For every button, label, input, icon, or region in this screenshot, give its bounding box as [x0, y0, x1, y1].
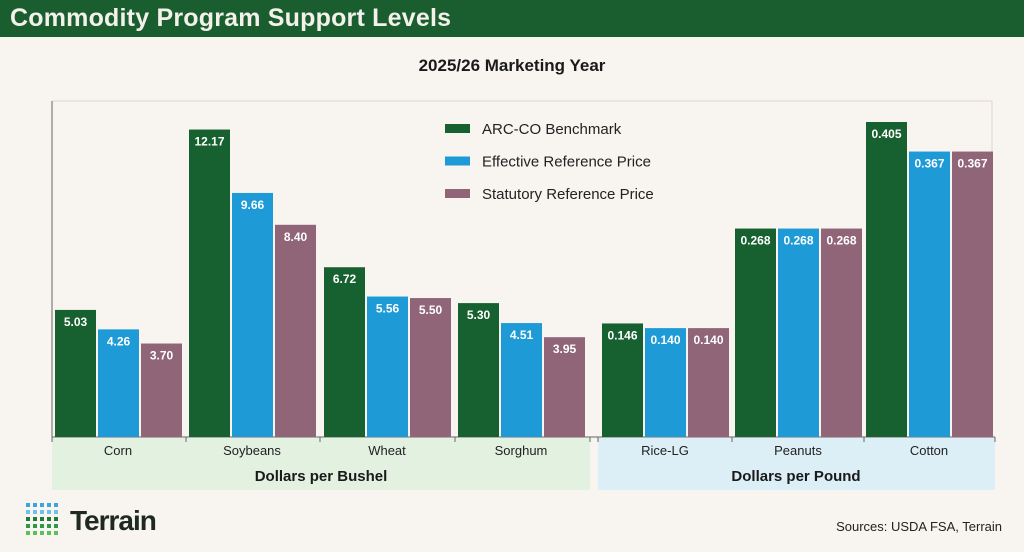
bar-corn-1 — [55, 309, 96, 437]
data-label: 12.17 — [194, 135, 224, 149]
data-label: 4.51 — [510, 328, 534, 342]
x-tick-label: Cotton — [910, 443, 948, 458]
legend-swatch — [445, 156, 470, 166]
data-label: 0.367 — [914, 157, 944, 171]
header-bar: Commodity Program Support Levels — [0, 0, 1024, 37]
bar-sorghum-2 — [501, 323, 542, 437]
data-label: 5.56 — [376, 302, 400, 316]
page-title: Commodity Program Support Levels — [10, 4, 452, 32]
data-label: 5.30 — [467, 308, 491, 322]
x-tick-label: Rice-LG — [641, 443, 689, 458]
bar-soybeans-3 — [275, 224, 316, 437]
data-label: 0.146 — [607, 328, 637, 342]
bar-wheat-3 — [410, 298, 451, 437]
x-tick-label: Sorghum — [495, 443, 548, 458]
bar-wheat-2 — [367, 296, 408, 437]
legend-swatch — [445, 124, 470, 133]
bar-cotton-3 — [952, 151, 993, 438]
legend-entry: Effective Reference Price — [482, 154, 651, 171]
legend-entry: ARC-CO Benchmark — [482, 121, 622, 138]
unit-group-label: Dollars per Bushel — [255, 468, 388, 485]
data-label: 0.140 — [693, 333, 723, 347]
data-label: 0.140 — [650, 333, 680, 347]
x-tick-label: Corn — [104, 443, 132, 458]
sources-note: Sources: USDA FSA, Terrain — [836, 519, 1002, 534]
unit-group-label: Dollars per Pound — [731, 468, 860, 485]
data-label: 8.40 — [284, 230, 308, 244]
bushel-band — [52, 438, 590, 490]
x-tick-label: Soybeans — [223, 443, 281, 458]
data-label: 0.405 — [871, 127, 901, 141]
bar-corn-3 — [141, 343, 182, 437]
data-label: 6.72 — [333, 272, 357, 286]
data-label: 5.50 — [419, 303, 443, 317]
bar-soybeans-2 — [232, 192, 273, 437]
data-label: 3.95 — [553, 342, 577, 356]
bar-wheat-1 — [324, 267, 365, 437]
bar-rice-lg-3 — [688, 328, 729, 437]
data-label: 0.268 — [826, 234, 856, 248]
bar-rice-lg-1 — [602, 323, 643, 437]
data-label: 0.367 — [957, 157, 987, 171]
data-label: 0.268 — [740, 234, 770, 248]
pound-band — [598, 438, 995, 490]
bar-rice-lg-2 — [645, 328, 686, 437]
data-label: 3.70 — [150, 349, 174, 363]
x-tick-label: Peanuts — [774, 443, 822, 458]
data-label: 9.66 — [241, 198, 265, 212]
bar-sorghum-1 — [458, 303, 499, 437]
chart-title: 2025/26 Marketing Year — [418, 56, 606, 75]
bar-cotton-2 — [909, 151, 950, 438]
data-label: 5.03 — [64, 315, 88, 329]
bar-cotton-1 — [866, 122, 907, 437]
bar-corn-2 — [98, 329, 139, 437]
legend-entry: Statutory Reference Price — [482, 186, 654, 203]
bar-peanuts-1 — [735, 228, 776, 437]
bar-peanuts-2 — [778, 228, 819, 437]
legend-swatch — [445, 189, 470, 198]
bar-sorghum-3 — [544, 337, 585, 437]
data-label: 4.26 — [107, 334, 131, 348]
bar-peanuts-3 — [821, 228, 862, 437]
bar-soybeans-1 — [189, 129, 230, 437]
x-tick-label: Wheat — [368, 443, 406, 458]
logo-text: Terrain — [70, 505, 157, 536]
data-label: 0.268 — [783, 234, 813, 248]
